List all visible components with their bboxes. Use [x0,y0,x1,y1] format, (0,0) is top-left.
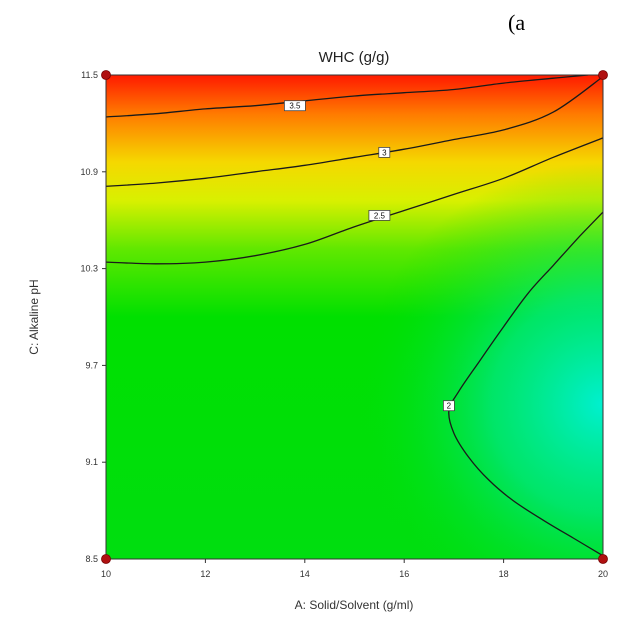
design-point [599,71,608,80]
svg-text:2.5: 2.5 [374,211,386,220]
y-tick-label: 10.9 [80,167,98,177]
contour-label-2.5: 2.5 [369,210,390,220]
x-tick-label: 20 [598,569,608,579]
y-tick-label: 10.3 [80,264,98,274]
y-tick-label: 9.1 [85,457,98,467]
design-point [102,71,111,80]
contour-label-3.5: 3.5 [284,101,305,111]
y-tick-label: 11.5 [81,70,98,80]
x-tick-label: 12 [200,569,210,579]
y-tick-label: 8.5 [85,554,98,564]
y-axis-label: C: Alkaline pH [27,279,41,354]
x-tick-label: 18 [499,569,509,579]
x-tick-label: 14 [300,569,310,579]
plot-area [106,75,603,559]
chart-title: WHC (g/g) [319,49,390,66]
svg-text:3.5: 3.5 [289,102,301,111]
contour-label-3: 3 [379,147,390,157]
y-axis-ticks: 8.5 9.1 9.7 10.3 10.9 11.5 [80,70,106,564]
design-point [102,555,111,564]
svg-text:3: 3 [382,148,387,157]
x-tick-label: 16 [399,569,409,579]
gradient-fill-cyan [106,75,603,559]
x-axis-label: A: Solid/Solvent (g/ml) [295,598,414,612]
svg-text:2: 2 [447,402,452,411]
x-axis-ticks: 10 12 14 16 18 20 [101,559,608,579]
contour-label-2: 2 [443,401,454,411]
x-tick-label: 10 [101,569,111,579]
y-tick-label: 9.7 [85,360,98,370]
design-point [599,555,608,564]
